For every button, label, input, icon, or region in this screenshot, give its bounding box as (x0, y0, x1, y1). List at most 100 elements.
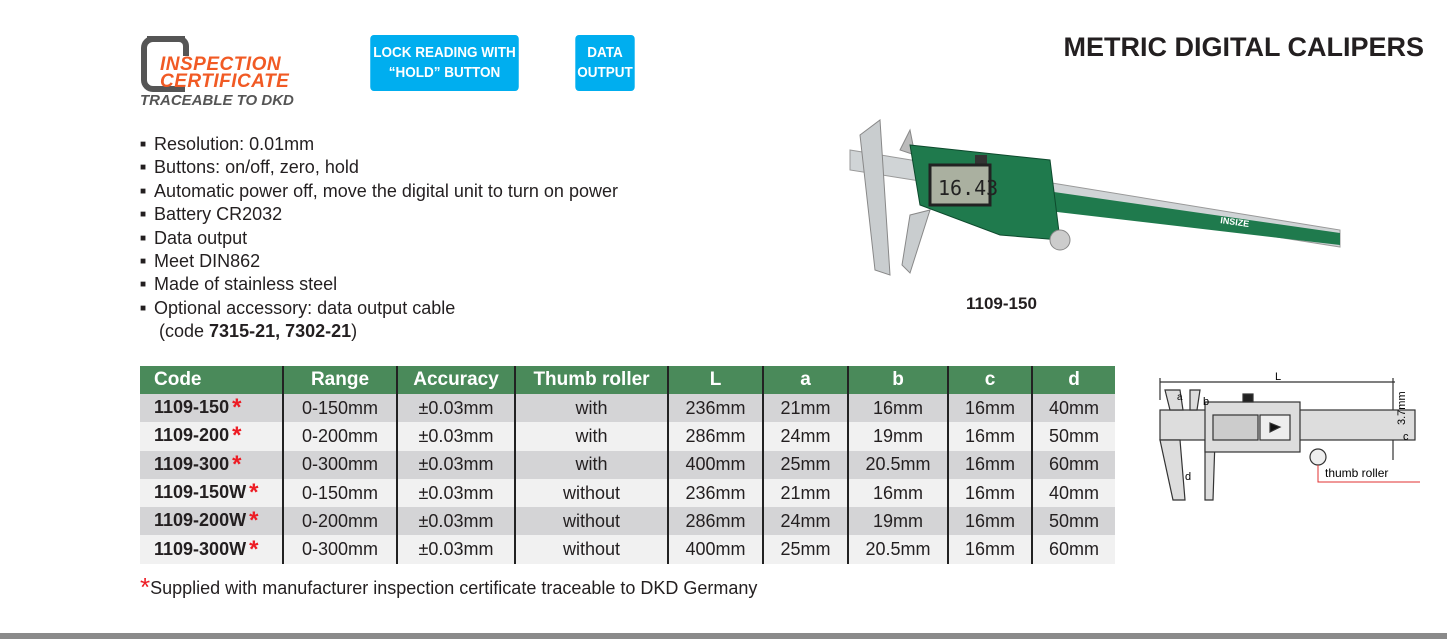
cell-text: 16mm (964, 454, 1015, 475)
table-cell: 0-300mm (283, 535, 398, 564)
table-cell: 236mm (668, 478, 764, 508)
cell-text: 20.5mm (865, 539, 931, 560)
cell-text: with (575, 425, 608, 446)
table-cell: 16mm (848, 478, 949, 508)
table-cell: 0-200mm (283, 507, 398, 536)
feature-item: Optional accessory: data output cable (140, 297, 618, 320)
cell-text: 1109-200 (154, 425, 230, 446)
table-row: 1109-300 * 0-300mm ±0.03mm with 400mm 25mm 20.5… (140, 450, 1115, 479)
col-range: Range (283, 366, 398, 394)
code-prefix: (code (159, 321, 210, 342)
table-cell: 50mm (1032, 422, 1115, 451)
feature-item: Buttons: on/off, zero, hold (140, 156, 618, 179)
table-cell: 50mm (1032, 507, 1115, 536)
col-thumb-roller: Thumb roller (515, 366, 669, 394)
table-cell: 400mm (668, 535, 764, 564)
badge-text: LOCK READING WITH (373, 44, 516, 61)
table-cell: without (515, 535, 669, 564)
table-cell: ±0.03mm (397, 422, 516, 451)
badge-text: “HOLD” BUTTON (388, 64, 501, 81)
cell-text: 286mm (685, 510, 746, 531)
cell-text: with (575, 397, 608, 418)
cell-text: 16mm (872, 482, 923, 503)
cell-text: 16mm (964, 397, 1015, 418)
table-cell: 1109-300 * (140, 450, 284, 479)
table-cell: 286mm (668, 422, 764, 451)
caliper-photo: 16.43 INSIZE (849, 119, 1341, 276)
feature-item: Made of stainless steel (140, 273, 618, 296)
table-cell: 24mm (763, 422, 849, 451)
feature-item: Meet DIN862 (140, 250, 618, 273)
dim-a: a (1177, 392, 1183, 403)
cell-text: 19mm (872, 425, 923, 446)
table-cell: without (515, 507, 669, 536)
table-cell: 1109-200 * (140, 422, 284, 451)
certificate-star: * (249, 535, 259, 563)
table-cell: 16mm (948, 394, 1033, 423)
badge-text: OUTPUT (577, 64, 633, 81)
certificate-star: * (249, 479, 259, 507)
dim-d: d (1185, 471, 1191, 483)
table-cell: 19mm (848, 422, 949, 451)
cell-text: 1109-200W (154, 510, 247, 531)
table-cell: 1109-150W * (140, 478, 284, 508)
table-cell: 0-200mm (283, 422, 398, 451)
cell-text: 16mm (872, 397, 923, 418)
cell-text: 16mm (964, 425, 1015, 446)
table-cell: 24mm (763, 507, 849, 536)
table-cell: without (515, 478, 669, 508)
cell-text: 0-300mm (301, 539, 379, 560)
cell-text: 16mm (964, 482, 1015, 503)
spec-table: Code Range Accuracy Thumb roller L a b c… (140, 366, 1115, 564)
table-cell: ±0.03mm (397, 478, 516, 508)
feature-item: Resolution: 0.01mm (140, 133, 618, 156)
dim-b: b (1203, 396, 1209, 408)
certificate-star: * (232, 422, 242, 450)
table-cell: 1109-200W * (140, 507, 284, 536)
cell-text: ±0.03mm (418, 510, 494, 531)
table-cell: ±0.03mm (397, 535, 516, 564)
cell-text: 1109-300W (154, 538, 247, 559)
table-row: 1109-150 * 0-150mm ±0.03mm with 236mm 21mm 16mm… (140, 394, 1115, 423)
table-cell: ±0.03mm (397, 394, 516, 423)
data-output-badge: DATA OUTPUT (575, 35, 635, 91)
table-cell: 16mm (948, 450, 1033, 479)
logo-line2: CERTIFICATE (160, 71, 290, 92)
cell-text: 236mm (685, 482, 746, 503)
cell-text: without (562, 482, 621, 503)
cell-text: ±0.03mm (418, 482, 494, 503)
cell-text: 24mm (780, 510, 831, 531)
cell-text: 21mm (780, 397, 831, 418)
cell-text: 50mm (1048, 510, 1099, 531)
cell-text: 236mm (685, 397, 746, 418)
table-cell: with (515, 422, 669, 451)
col-d: d (1032, 366, 1115, 394)
col-accuracy: Accuracy (397, 366, 516, 394)
cell-text: 0-300mm (301, 454, 379, 475)
table-cell: 16mm (948, 535, 1033, 564)
cell-text: 0-200mm (301, 425, 379, 446)
cell-text: 60mm (1048, 454, 1099, 475)
footnote: *Supplied with manufacturer inspection c… (140, 572, 757, 603)
bottom-rule (0, 633, 1447, 639)
table-row: 1109-200W * 0-200mm ±0.03mm without 286mm 24mm… (140, 507, 1115, 536)
certificate-logo-bracket (141, 36, 189, 92)
col-b: b (848, 366, 949, 394)
cell-text: 1109-300 (154, 453, 230, 474)
cell-text: 0-150mm (301, 397, 379, 418)
table-cell: 60mm (1032, 450, 1115, 479)
table-cell: 0-300mm (283, 450, 398, 479)
cell-text: ±0.03mm (418, 539, 494, 560)
table-cell: 0-150mm (283, 394, 398, 423)
caliper-display: 16.43 (938, 176, 998, 200)
accessory-code: (code 7315-21, 7302-21) (140, 320, 618, 342)
table-cell: 0-150mm (283, 478, 398, 508)
table-cell: 40mm (1032, 478, 1115, 508)
feature-list: Resolution: 0.01mm Buttons: on/off, zero… (140, 133, 618, 343)
dim-c: c (1403, 431, 1409, 443)
feature-item: Data output (140, 227, 618, 250)
caliper-diagram: L a b c d 3.7mm thumb roller (1159, 371, 1420, 501)
table-cell: 25mm (763, 535, 849, 564)
code-values: 7315-21, 7302-21 (209, 321, 352, 342)
table-cell: 236mm (668, 394, 764, 423)
